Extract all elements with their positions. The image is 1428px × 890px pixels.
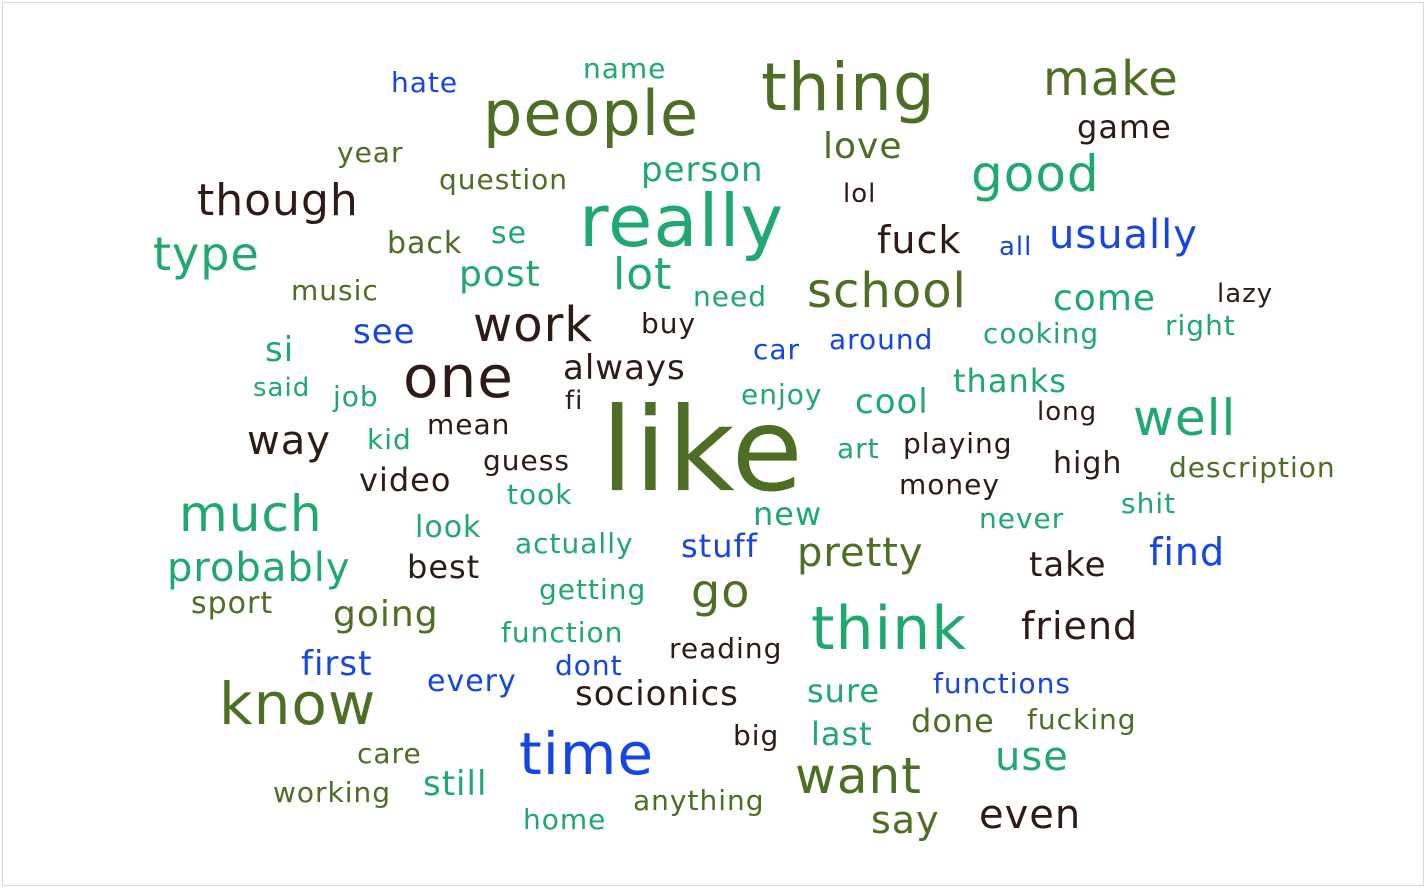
- word-much: much: [179, 485, 323, 543]
- word-love: love: [823, 126, 903, 167]
- word-see: see: [353, 312, 416, 352]
- word-time: time: [519, 720, 655, 788]
- word-cool: cool: [855, 382, 929, 422]
- word-around: around: [829, 323, 934, 356]
- word-thing: thing: [761, 49, 936, 126]
- word-functions: functions: [933, 667, 1071, 700]
- word-use: use: [995, 734, 1069, 780]
- word-good: good: [971, 145, 1100, 203]
- word-thanks: thanks: [953, 362, 1067, 400]
- word-question: question: [439, 163, 568, 196]
- word-people: people: [483, 77, 700, 150]
- word-work: work: [473, 297, 594, 353]
- word-post: post: [459, 254, 541, 295]
- word-lol: lol: [843, 179, 877, 209]
- word-look: look: [415, 510, 482, 545]
- word-go: go: [691, 564, 751, 618]
- word-sure: sure: [807, 672, 881, 710]
- word-type: type: [153, 227, 260, 281]
- word-said: said: [253, 373, 311, 403]
- word-pretty: pretty: [797, 530, 924, 576]
- word-want: want: [795, 747, 922, 805]
- word-friend: friend: [1021, 604, 1139, 648]
- word-shit: shit: [1121, 487, 1177, 520]
- word-kid: kid: [367, 423, 412, 456]
- word-back: back: [387, 226, 463, 261]
- word-name: name: [583, 52, 667, 85]
- word-come: come: [1053, 278, 1157, 319]
- word-right: right: [1165, 309, 1236, 342]
- word-one: one: [403, 343, 514, 411]
- word-still: still: [423, 764, 488, 804]
- word-job: job: [333, 380, 379, 413]
- word-working: working: [273, 776, 392, 809]
- word-done: done: [911, 702, 995, 740]
- word-dont: dont: [555, 649, 623, 682]
- word-long: long: [1037, 397, 1098, 427]
- word-say: say: [871, 798, 940, 842]
- word-playing: playing: [903, 427, 1013, 460]
- word-money: money: [899, 468, 1000, 501]
- word-mean: mean: [427, 408, 511, 441]
- word-game: game: [1077, 108, 1172, 146]
- word-hate: hate: [391, 66, 459, 99]
- word-lot: lot: [613, 249, 673, 300]
- word-took: took: [507, 478, 573, 511]
- word-buy: buy: [641, 307, 697, 340]
- word-even: even: [979, 792, 1082, 838]
- word-first: first: [301, 644, 373, 684]
- word-though: though: [197, 175, 359, 226]
- word-care: care: [357, 737, 422, 770]
- word-every: every: [427, 664, 517, 699]
- word-big: big: [733, 719, 780, 752]
- word-think: think: [811, 594, 967, 664]
- word-art: art: [837, 432, 880, 465]
- word-really: really: [579, 179, 785, 263]
- word-new: new: [753, 495, 823, 533]
- word-video: video: [359, 461, 452, 499]
- word-find: find: [1149, 530, 1226, 574]
- word-best: best: [407, 548, 481, 586]
- word-si: si: [265, 330, 295, 370]
- word-sport: sport: [191, 586, 274, 621]
- word-high: high: [1053, 446, 1123, 481]
- word-guess: guess: [483, 444, 570, 477]
- word-se: se: [491, 216, 528, 251]
- word-year: year: [337, 136, 404, 169]
- word-description: description: [1169, 451, 1336, 484]
- word-last: last: [811, 715, 873, 753]
- word-need: need: [693, 280, 767, 313]
- word-like: like: [601, 383, 804, 518]
- word-car: car: [753, 333, 801, 366]
- word-fuck: fuck: [877, 218, 962, 262]
- word-probably: probably: [167, 545, 351, 591]
- word-enjoy: enjoy: [741, 378, 823, 411]
- word-school: school: [807, 263, 967, 319]
- word-all: all: [999, 232, 1033, 262]
- word-function: function: [501, 616, 624, 649]
- word-lazy: lazy: [1217, 279, 1274, 309]
- word-stuff: stuff: [681, 527, 759, 565]
- word-cooking: cooking: [983, 317, 1100, 350]
- word-home: home: [523, 803, 607, 836]
- word-going: going: [333, 594, 439, 635]
- word-reading: reading: [669, 632, 783, 665]
- word-anything: anything: [633, 784, 765, 817]
- word-well: well: [1133, 389, 1237, 447]
- word-take: take: [1029, 545, 1107, 585]
- word-actually: actually: [515, 527, 634, 560]
- word-person: person: [641, 150, 764, 190]
- word-socionics: socionics: [575, 674, 739, 714]
- word-never: never: [979, 502, 1065, 535]
- word-way: way: [247, 418, 331, 464]
- word-usually: usually: [1049, 212, 1198, 258]
- word-make: make: [1043, 51, 1179, 107]
- word-know: know: [219, 670, 377, 738]
- word-getting: getting: [539, 573, 647, 606]
- word-fi: fi: [565, 386, 584, 416]
- word-music: music: [291, 274, 379, 307]
- word-fucking: fucking: [1027, 703, 1137, 736]
- word-always: always: [563, 348, 686, 388]
